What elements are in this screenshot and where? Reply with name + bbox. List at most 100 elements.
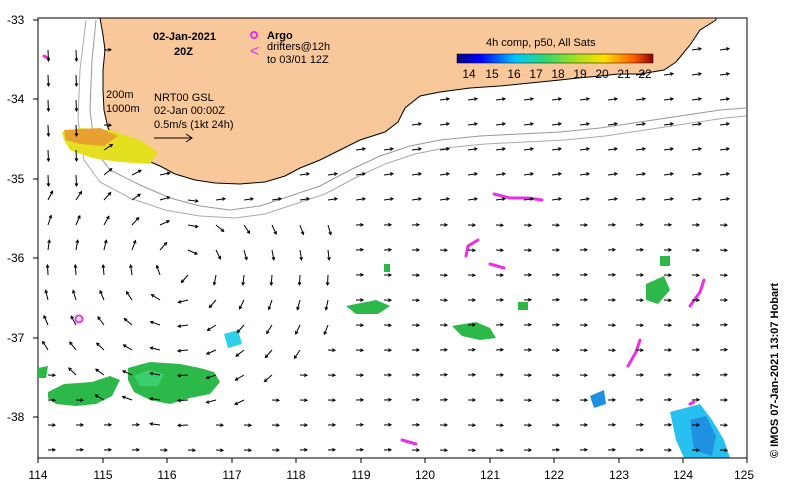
current-vector bbox=[75, 49, 77, 62]
current-vector-head bbox=[129, 264, 133, 269]
current-vector bbox=[411, 148, 422, 151]
lon-tick: 119 bbox=[351, 468, 370, 482]
current-vector bbox=[181, 274, 189, 283]
current-vector-head bbox=[108, 168, 113, 172]
current-vector-head bbox=[670, 147, 675, 151]
current-vector-head bbox=[584, 373, 589, 378]
current-vector-head bbox=[584, 323, 589, 327]
current-vector-head bbox=[46, 58, 51, 63]
current-vector bbox=[411, 198, 422, 201]
current-vector-head bbox=[670, 197, 675, 201]
current-vector-head bbox=[726, 122, 731, 126]
current-vector bbox=[691, 173, 702, 176]
lat-tick: -33 bbox=[7, 13, 25, 27]
current-vector bbox=[96, 342, 105, 351]
product-time: 02-Jan 00:00Z bbox=[154, 105, 225, 117]
current-vector-head bbox=[558, 122, 563, 126]
current-vector-head bbox=[44, 289, 49, 294]
current-vector-head bbox=[137, 193, 142, 198]
current-vector-head bbox=[614, 197, 619, 201]
current-vector-head bbox=[530, 172, 535, 176]
current-vector-head bbox=[360, 222, 365, 227]
current-vector-head bbox=[724, 298, 729, 302]
current-vector-head bbox=[220, 448, 225, 453]
current-vector-head bbox=[248, 423, 253, 428]
current-vector-head bbox=[74, 108, 79, 113]
current-vector bbox=[123, 344, 133, 351]
current-vector bbox=[150, 372, 161, 376]
current-vector-head bbox=[696, 223, 701, 227]
current-vector-head bbox=[528, 223, 533, 228]
current-vector bbox=[411, 173, 422, 176]
current-vector bbox=[178, 299, 189, 303]
lat-tick: -37 bbox=[7, 331, 25, 345]
current-vector bbox=[215, 198, 226, 201]
current-vector-head bbox=[332, 398, 337, 402]
current-vector-head bbox=[246, 230, 251, 235]
current-vector-head bbox=[640, 397, 645, 402]
current-vector-head bbox=[236, 329, 241, 334]
current-vector-head bbox=[135, 216, 140, 221]
current-vector bbox=[327, 274, 329, 286]
current-vector bbox=[467, 123, 478, 126]
current-vector bbox=[187, 199, 198, 202]
current-vector-head bbox=[74, 58, 79, 63]
current-vector-head bbox=[446, 172, 451, 176]
current-vector-head bbox=[500, 347, 505, 352]
current-vector bbox=[495, 148, 506, 151]
current-vector-head bbox=[556, 223, 561, 228]
current-vector-head bbox=[642, 122, 647, 126]
current-vector-head bbox=[696, 372, 701, 377]
current-vector bbox=[103, 168, 113, 176]
current-vector-head bbox=[95, 342, 100, 347]
current-vector-head bbox=[271, 256, 276, 261]
current-vector-head bbox=[103, 239, 108, 244]
current-vector-head bbox=[444, 248, 449, 252]
current-vector-head bbox=[205, 375, 210, 380]
current-vector bbox=[47, 149, 49, 162]
current-vector-head bbox=[698, 72, 703, 76]
current-vector bbox=[663, 73, 674, 76]
current-vector-head bbox=[166, 196, 171, 200]
current-vector-head bbox=[360, 272, 365, 277]
current-vector bbox=[70, 315, 77, 326]
lon-tick: 124 bbox=[673, 468, 693, 482]
current-vector-head bbox=[244, 256, 248, 261]
current-vector bbox=[47, 74, 49, 87]
current-vector-head bbox=[418, 197, 423, 201]
current-vector-head bbox=[528, 448, 533, 452]
current-vector bbox=[215, 224, 225, 232]
current-vector-head bbox=[584, 398, 589, 402]
current-vector-head bbox=[75, 239, 80, 244]
current-vector-head bbox=[472, 298, 477, 302]
current-vector-head bbox=[698, 97, 703, 101]
current-vector-head bbox=[500, 298, 505, 302]
current-vector-head bbox=[176, 348, 181, 353]
current-vector-head bbox=[416, 397, 421, 402]
current-vector bbox=[607, 198, 618, 201]
current-vector-head bbox=[612, 398, 617, 402]
current-vector-head bbox=[192, 448, 197, 453]
current-vector-head bbox=[74, 158, 79, 163]
current-vector-head bbox=[332, 447, 337, 452]
current-vector-head bbox=[74, 183, 79, 188]
current-vector bbox=[103, 144, 113, 151]
map-time: 20Z bbox=[174, 46, 193, 58]
current-vector bbox=[209, 299, 217, 308]
current-vector-head bbox=[74, 83, 79, 88]
current-vector bbox=[270, 274, 273, 286]
current-vector bbox=[327, 173, 338, 176]
current-vector bbox=[131, 217, 140, 226]
current-vector bbox=[97, 316, 105, 326]
current-vector-head bbox=[205, 400, 210, 404]
current-vector-head bbox=[530, 97, 535, 101]
current-vector bbox=[75, 191, 82, 201]
current-vector bbox=[691, 148, 702, 151]
current-vector-head bbox=[208, 304, 213, 309]
current-vector-head bbox=[556, 448, 561, 452]
current-vector bbox=[150, 398, 161, 401]
current-vector-head bbox=[444, 273, 449, 278]
current-vector bbox=[75, 240, 79, 251]
current-vector-head bbox=[696, 323, 701, 327]
current-vector-head bbox=[670, 122, 675, 126]
